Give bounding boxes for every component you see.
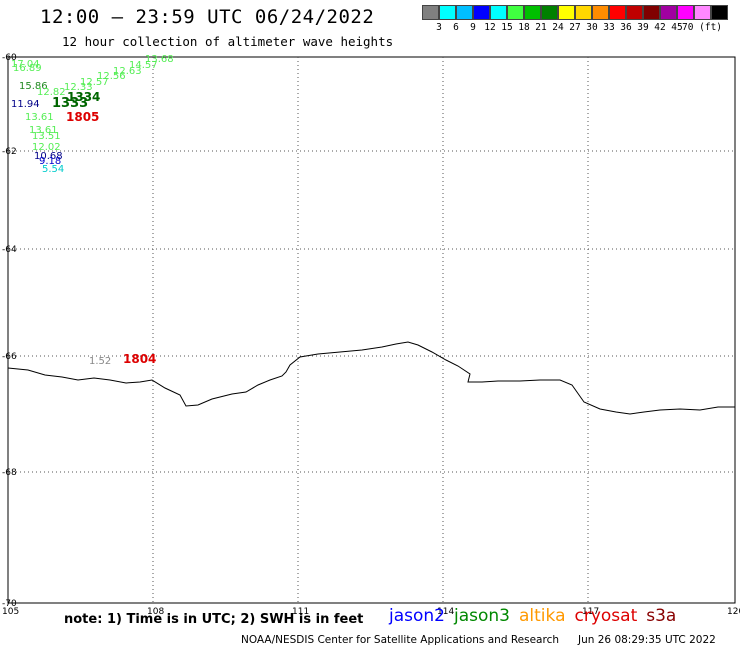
legend-label: 21 [535, 22, 547, 33]
graticule [8, 57, 735, 603]
legend-label: 39 [637, 22, 649, 33]
swh-observation-label: 10.68 [34, 151, 63, 162]
lon-tick-label: 117 [582, 607, 599, 617]
swh-observation-label: 13.51 [32, 131, 61, 142]
swh-observation-label: 15.86 [19, 81, 48, 92]
mission-label-cryosat: cryosat [574, 606, 638, 626]
lon-tick-label: 111 [292, 607, 309, 617]
lat-tick-label: -70 [2, 599, 17, 609]
lat-tick-label: -66 [2, 352, 17, 362]
mission-label-jason3: jason3 [454, 606, 510, 626]
mission-label-altika: altika [519, 606, 566, 626]
legend-label: 36 [620, 22, 632, 33]
generated-timestamp: Jun 26 08:29:35 UTC 2022 [578, 634, 716, 646]
legend-swatch [592, 5, 609, 20]
swh-observation-label: 17.04 [11, 59, 40, 70]
legend-swatch [626, 5, 643, 20]
legend-label: 27 [569, 22, 581, 33]
swh-observation-label: 5.54 [42, 164, 64, 175]
mission-legend: jason2 jason3 altika cryosat s3a [389, 606, 685, 626]
credit-text: NOAA/NESDIS Center for Satellite Applica… [241, 634, 559, 646]
legend-label: 3 [436, 22, 442, 33]
legend-swatch [609, 5, 626, 20]
legend-label: 24 [552, 22, 564, 33]
legend-label: 33 [603, 22, 615, 33]
footer-note: note: 1) Time is in UTC; 2) SWH is in fe… [64, 612, 364, 627]
swh-observation-label: 11.94 [11, 99, 40, 110]
legend-swatches [422, 5, 740, 20]
legend-labels: 3 6 9 12 15 18 21 24 27 30 33 36 39 42 45 70 (ft) [422, 20, 740, 34]
legend-swatch [473, 5, 490, 20]
legend-swatch [541, 5, 558, 20]
legend-label: 6 [453, 22, 459, 33]
legend-label: 12 [484, 22, 496, 33]
axis-ticks: 105 108 111 114 117 120 -60 -62 -64 -66 -68 -70 [2, 53, 740, 617]
swh-observation-label: 12.63 [113, 66, 142, 77]
swh-observation-label: 12.57 [80, 77, 109, 88]
swh-observation-label: 12.82 [37, 87, 66, 98]
swh-observation-label: 12.56 [97, 71, 126, 82]
map-subtitle: 12 hour collection of altimeter wave hei… [62, 34, 394, 49]
legend-swatch [507, 5, 524, 20]
legend-label: 9 [470, 22, 476, 33]
swh-observation-label: 14.57 [129, 60, 158, 71]
color-legend: 3 6 9 12 15 18 21 24 27 30 33 36 39 42 45 70 (ft) [422, 5, 740, 34]
legend-swatch [711, 5, 728, 20]
lat-tick-label: -60 [2, 53, 17, 63]
antarctic-coastline [7, 341, 735, 415]
swh-observation-label: 1805 [66, 110, 99, 124]
swh-observation-label: 1804 [123, 352, 156, 366]
mission-label-s3a: s3a [646, 606, 677, 626]
lat-tick-label: -64 [2, 245, 17, 255]
legend-swatch [524, 5, 541, 20]
legend-swatch [439, 5, 456, 20]
legend-label: 30 [586, 22, 598, 33]
swh-observation-label: 9.18 [39, 156, 61, 167]
mission-label-jason2: jason2 [389, 606, 445, 626]
legend-label: 18 [518, 22, 530, 33]
legend-label: 45 [671, 22, 683, 33]
legend-label: 42 [654, 22, 666, 33]
legend-swatch [677, 5, 694, 20]
swh-observation-label: 1334 [67, 90, 100, 104]
swh-observation-label: 13.68 [145, 54, 174, 65]
legend-label: 15 [501, 22, 513, 33]
legend-swatch [422, 5, 439, 20]
swh-observation-label: 13.61 [25, 112, 54, 123]
lon-tick-label: 108 [147, 607, 164, 617]
lon-tick-label: 120 [727, 607, 740, 617]
map-frame [7, 56, 736, 604]
swh-observation-label: 13.61 [29, 125, 58, 136]
lat-tick-label: -62 [2, 147, 17, 157]
legend-swatch [558, 5, 575, 20]
legend-swatch [456, 5, 473, 20]
swh-observation-label: 12.02 [32, 142, 61, 153]
lat-tick-label: -68 [2, 468, 17, 478]
lon-tick-label: 114 [437, 607, 454, 617]
swh-observation-label: 1.52 [89, 356, 111, 367]
swh-observation-label: 1333 [52, 96, 88, 111]
legend-swatch [490, 5, 507, 20]
legend-label: 70 (ft) [681, 22, 723, 33]
swh-observation-label: 16.89 [13, 63, 42, 74]
legend-swatch [694, 5, 711, 20]
swh-observation-label: 12.33 [64, 82, 93, 93]
legend-swatch [575, 5, 592, 20]
legend-swatch [643, 5, 660, 20]
legend-swatch [660, 5, 677, 20]
lon-tick-label: 105 [2, 607, 19, 617]
map-title: 12:00 – 23:59 UTC 06/24/2022 [40, 6, 375, 28]
